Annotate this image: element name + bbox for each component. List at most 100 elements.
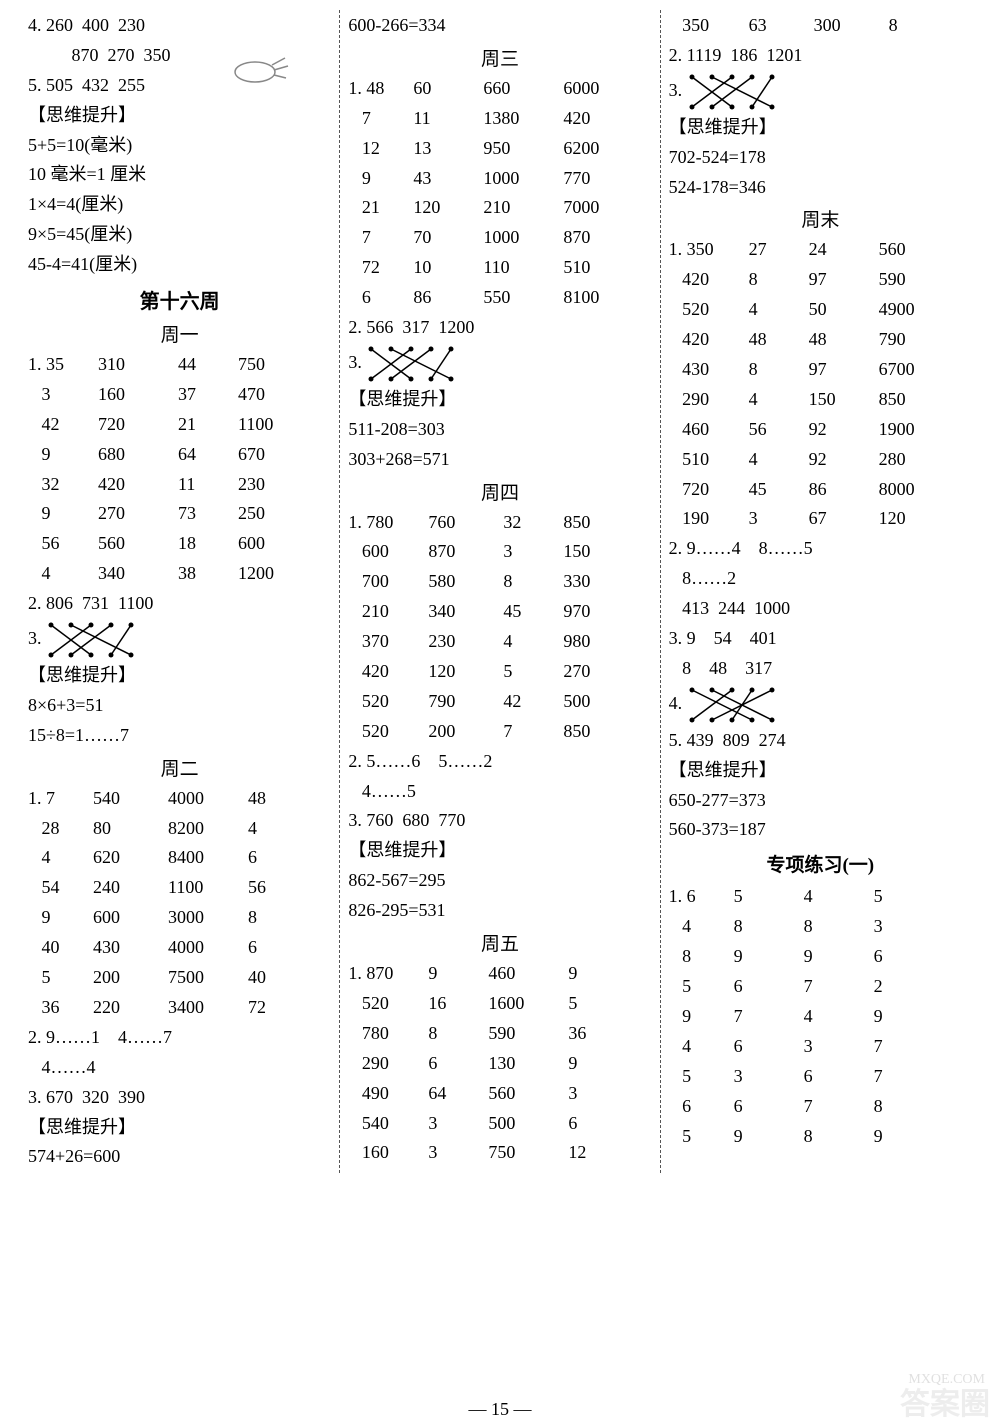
text: 524-178=346 [669,174,972,202]
text: 3. 9 54 401 [669,625,972,653]
table-cell: 560 [488,1080,568,1108]
table-row: 3702304980 [348,628,651,656]
table-row: 960030008 [28,904,331,932]
table-cell: 9 [568,1050,618,1078]
table-row: 420897590 [669,266,972,294]
table-cell: 1. 7 [28,785,93,813]
table-cell: 3000 [168,904,248,932]
table-cell: 7 [503,718,563,746]
table-cell: 3 [568,1080,618,1108]
table-cell: 6200 [563,135,628,163]
table-cell: 5 [669,1063,734,1091]
table-cell: 790 [428,688,503,716]
table-cell: 460 [669,416,749,444]
table-cell: 3 [503,538,563,566]
table-cell: 9 [568,960,618,988]
day-heading: 周四 [348,478,651,505]
table-cell: 70 [413,224,483,252]
table-cell: 430 [669,356,749,384]
table-cell: 1200 [238,560,308,588]
table-row: 7701000870 [348,224,651,252]
table-row: 5656018600 [28,530,331,558]
day-heading: 周二 [28,754,331,781]
text: 862-567=295 [348,867,651,895]
table-row: 5672 [669,973,972,1001]
text: 574+26=600 [28,1143,331,1171]
table-row: 1. 87094609 [348,960,651,988]
table-cell: 350 [669,12,749,40]
cross-match-icon [687,685,777,725]
table-cell: 10 [413,254,483,282]
table-row: 780859036 [348,1020,651,1048]
table-cell: 48 [809,326,879,354]
table-row: 350633008 [669,12,972,40]
table-cell: 700 [348,568,428,596]
table-cell: 8 [749,356,809,384]
table-cell: 220 [93,994,168,1022]
table-row: 160375012 [348,1139,651,1167]
table-cell: 520 [348,990,428,1018]
section-heading: 【思维提升】 [28,1114,331,1142]
table-cell: 86 [413,284,483,312]
text: 3. 670 320 390 [28,1084,331,1112]
table-cell: 370 [348,628,428,656]
text: 826-295=531 [348,897,651,925]
table-cell: 470 [238,381,308,409]
table-cell: 45 [749,476,809,504]
text: 9×5=45(厘米) [28,221,331,249]
table-cell: 13 [413,135,483,163]
section-heading: 【思维提升】 [348,837,651,865]
table-row: 5989 [669,1123,972,1151]
table-cell: 660 [483,75,563,103]
text: 3. [28,620,331,660]
table-cell: 8 [669,943,734,971]
table-cell: 40 [248,964,298,992]
table-row: 3242011230 [28,471,331,499]
table-cell: 6 [734,973,804,1001]
table-cell: 63 [749,12,814,40]
watermark-url: MXQE.COM [908,1372,985,1388]
text: 15÷8=1……7 [28,722,331,750]
table-cell: 9 [28,904,93,932]
text: 3. [348,344,651,384]
section-heading: 【思维提升】 [28,102,331,130]
text: 8 48 317 [669,655,972,683]
table-cell: 44 [178,351,238,379]
table-cell: 4000 [168,934,248,962]
text: 413 244 1000 [669,595,972,623]
table-row: 52079042500 [348,688,651,716]
table-cell: 1. 35 [28,351,98,379]
table-cell: 250 [238,500,308,528]
section-heading: 【思维提升】 [348,386,651,414]
table-cell: 4 [669,1033,734,1061]
table-cell: 16 [428,990,488,1018]
table-cell: 3 [28,381,98,409]
table-cell: 7 [804,1093,874,1121]
table-cell: 8 [503,568,563,596]
text: 10 毫米=1 厘米 [28,161,331,189]
table-cell: 8 [889,12,934,40]
table-cell: 8 [804,1123,874,1151]
text: 5+5=10(毫米) [28,132,331,160]
table-cell: 120 [879,505,944,533]
day-heading: 周末 [669,205,972,232]
table-cell: 6 [348,284,413,312]
table-cell: 1. 870 [348,960,428,988]
table-row: 968064670 [28,441,331,469]
table-row: 7111380420 [348,105,651,133]
table-cell: 8 [749,266,809,294]
table-cell: 64 [178,441,238,469]
text: 650-277=373 [669,787,972,815]
table-cell: 290 [348,1050,428,1078]
table-cell: 97 [809,266,879,294]
table-cell: 130 [488,1050,568,1078]
table: 1. 78076032850 6008703150 7005808330 210… [348,509,651,746]
table-cell: 240 [93,874,168,902]
table: 1. 87094609 5201616005 780859036 2906130… [348,960,651,1167]
table-row: 9749 [669,1003,972,1031]
table-cell: 3400 [168,994,248,1022]
table-cell: 3 [428,1110,488,1138]
table-cell: 9 [734,1123,804,1151]
table-row: 927073250 [28,500,331,528]
table-row: 5200750040 [28,964,331,992]
